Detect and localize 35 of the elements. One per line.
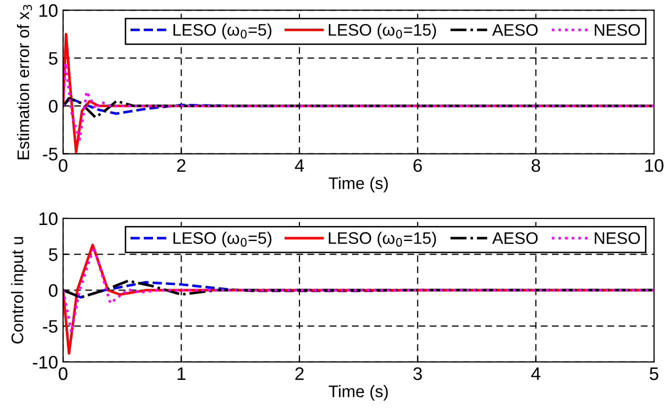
x-tick-label: 4 <box>294 159 304 172</box>
line-series <box>63 246 654 334</box>
legend-label: LESO (ω$_{0}$=15) <box>328 232 436 248</box>
x-tick-label: 0 <box>58 159 68 172</box>
legend-label: LESO (ω$_{0}$=15) <box>328 24 436 40</box>
x-tick-label: 10 <box>645 159 664 172</box>
x-tick-label: 2 <box>295 367 304 380</box>
legend-label: LESO (ω$_{0}$=5) <box>174 24 272 40</box>
y-axis-title: Control input u <box>11 237 27 344</box>
x-tick-label: 0 <box>58 367 68 380</box>
y-tick-label: 5 <box>48 52 58 65</box>
y-tick-label: 5 <box>48 248 58 262</box>
x-tick-label: 1 <box>178 367 186 380</box>
x-tick-label: 5 <box>650 367 658 380</box>
x-tick-label: 8 <box>532 159 540 172</box>
x-tick-label: 3 <box>413 367 422 380</box>
legend-label: AESO <box>492 24 538 36</box>
x-axis-title: Time (s) <box>328 176 388 192</box>
y-tick-label: -5 <box>42 320 58 333</box>
y-tick-label: -5 <box>42 148 58 161</box>
y-axis-title: Estimation error of x$_{3}$ <box>16 4 32 160</box>
y-tick-label: 10 <box>40 212 58 226</box>
y-tick-label: -10 <box>32 356 58 369</box>
legend-label: NESO <box>594 24 640 36</box>
y-tick-label: 0 <box>48 100 58 113</box>
legend-label: LESO (ω$_{0}$=5) <box>174 232 272 248</box>
legend-label: NESO <box>594 232 640 244</box>
y-tick-label: 0 <box>48 284 58 297</box>
x-tick-label: 4 <box>531 367 540 380</box>
x-tick-label: 6 <box>414 159 422 172</box>
y-tick-label: 10 <box>40 4 58 17</box>
legend-label: AESO <box>492 232 538 244</box>
x-axis-title: Time (s) <box>328 385 388 401</box>
x-tick-label: 2 <box>177 159 186 172</box>
line-series <box>63 62 654 141</box>
